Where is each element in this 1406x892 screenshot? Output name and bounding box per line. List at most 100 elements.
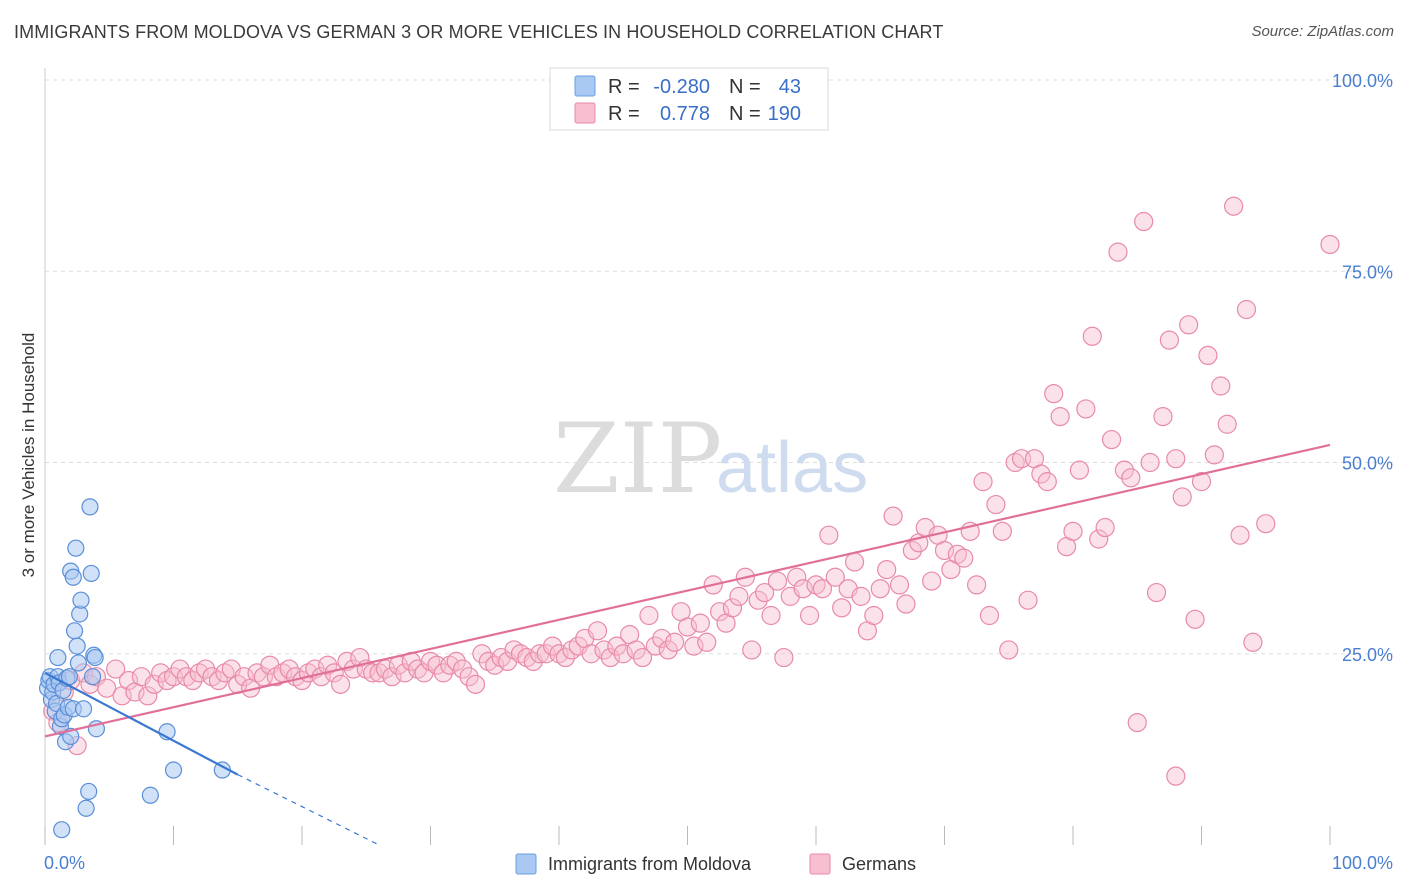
german-point-66 xyxy=(472,644,492,664)
german-point-158 xyxy=(1063,521,1083,541)
german-point-21 xyxy=(183,670,203,691)
german-point-148 xyxy=(999,640,1019,660)
german-point-159 xyxy=(1069,460,1090,480)
german-point-65 xyxy=(465,674,486,694)
german-point-170 xyxy=(1140,452,1160,473)
german-point-47 xyxy=(350,647,370,668)
german-point-162 xyxy=(1089,529,1109,549)
y-tick-label-3: 100.0% xyxy=(1332,71,1393,91)
german-point-145 xyxy=(979,605,1000,626)
german-point-133 xyxy=(902,540,922,561)
german-point-64 xyxy=(459,667,479,687)
moldova-point-30 xyxy=(77,799,95,817)
german-point-187 xyxy=(1256,514,1276,534)
german-point-110 xyxy=(754,582,775,603)
german-point-105 xyxy=(722,598,743,618)
german-point-122 xyxy=(832,598,852,618)
german-point-156 xyxy=(1050,407,1070,427)
german-point-116 xyxy=(793,579,813,599)
german-point-49 xyxy=(363,663,383,683)
german-point-15 xyxy=(144,674,164,694)
german-point-94 xyxy=(652,628,672,649)
german-point-183 xyxy=(1224,196,1244,216)
german-point-119 xyxy=(812,579,833,599)
german-point-163 xyxy=(1095,517,1115,538)
german-point-36 xyxy=(279,659,299,679)
german-point-79 xyxy=(555,647,576,668)
german-point-147 xyxy=(992,521,1012,541)
german-point-132 xyxy=(896,594,916,614)
german-point-164 xyxy=(1101,429,1122,450)
german-point-186 xyxy=(1243,632,1263,652)
moldova-point-29 xyxy=(74,700,93,718)
german-point-16 xyxy=(151,663,171,683)
moldova-points xyxy=(38,498,231,839)
german-point-96 xyxy=(665,632,685,652)
german-point-19 xyxy=(170,659,190,679)
moldova-point-25 xyxy=(68,637,86,655)
german-point-173 xyxy=(1159,330,1179,350)
german-point-23 xyxy=(196,659,216,679)
german-point-88 xyxy=(613,644,633,664)
german-point-176 xyxy=(1179,315,1199,335)
legend-swatch-germans xyxy=(574,102,596,124)
german-point-101 xyxy=(697,632,717,652)
chart-title: IMMIGRANTS FROM MOLDOVA VS GERMAN 3 OR M… xyxy=(14,22,944,42)
german-point-177 xyxy=(1185,609,1205,629)
german-point-9 xyxy=(106,659,126,679)
german-point-168 xyxy=(1127,712,1147,733)
german-point-165 xyxy=(1108,242,1128,262)
german-point-103 xyxy=(710,602,730,622)
german-point-180 xyxy=(1204,445,1224,465)
bottom-legend: Immigrants from Moldova Germans xyxy=(515,853,916,875)
y-axis-label: 3 or more Vehicles in Household xyxy=(19,333,38,578)
german-point-68 xyxy=(485,655,505,675)
x-tick-label-max: 100.0% xyxy=(1332,853,1393,873)
legend-r-value-moldova: -0.280 xyxy=(653,76,710,98)
legend-r-label-germans: R = xyxy=(608,103,640,125)
german-point-154 xyxy=(1037,472,1057,492)
german-point-151 xyxy=(1018,590,1038,610)
german-point-146 xyxy=(986,494,1006,515)
german-point-166 xyxy=(1114,460,1135,480)
german-point-144 xyxy=(973,472,993,492)
german-points xyxy=(43,196,1340,786)
german-point-179 xyxy=(1198,345,1218,365)
german-point-44 xyxy=(330,674,351,694)
german-point-184 xyxy=(1230,525,1250,545)
german-point-182 xyxy=(1217,414,1237,434)
moldova-point-26 xyxy=(69,654,88,672)
german-point-106 xyxy=(729,586,749,606)
german-point-91 xyxy=(632,647,653,668)
legend-n-label-germans: N = xyxy=(729,103,761,125)
y-tick-label-1: 50.0% xyxy=(1342,454,1393,474)
german-point-115 xyxy=(787,567,807,587)
watermark-atlas: atlas xyxy=(716,428,868,508)
german-point-185 xyxy=(1236,299,1257,320)
german-point-29 xyxy=(234,667,254,687)
german-point-77 xyxy=(542,636,563,656)
german-point-172 xyxy=(1153,407,1173,427)
german-point-63 xyxy=(453,659,473,679)
german-point-169 xyxy=(1134,211,1154,232)
german-point-131 xyxy=(889,575,910,595)
german-point-188 xyxy=(1320,234,1340,255)
german-point-155 xyxy=(1044,384,1064,404)
german-point-112 xyxy=(767,571,788,591)
bottom-legend-swatch-germans xyxy=(809,853,831,875)
legend-n-label-moldova: N = xyxy=(729,76,761,98)
german-point-84 xyxy=(587,621,608,641)
german-point-62 xyxy=(446,651,466,672)
german-point-99 xyxy=(684,636,704,656)
moldova-point-28 xyxy=(72,591,90,609)
moldova-point-33 xyxy=(82,564,100,583)
german-trend-line xyxy=(44,443,1331,738)
y-tick-label-0: 25.0% xyxy=(1342,645,1393,665)
bottom-legend-germans: Germans xyxy=(842,854,916,874)
german-point-120 xyxy=(819,525,839,545)
german-point-109 xyxy=(748,590,768,610)
german-point-90 xyxy=(626,640,646,660)
german-point-54 xyxy=(395,663,415,683)
legend-r-value-germans: 0.778 xyxy=(660,103,710,125)
german-point-42 xyxy=(318,655,338,675)
